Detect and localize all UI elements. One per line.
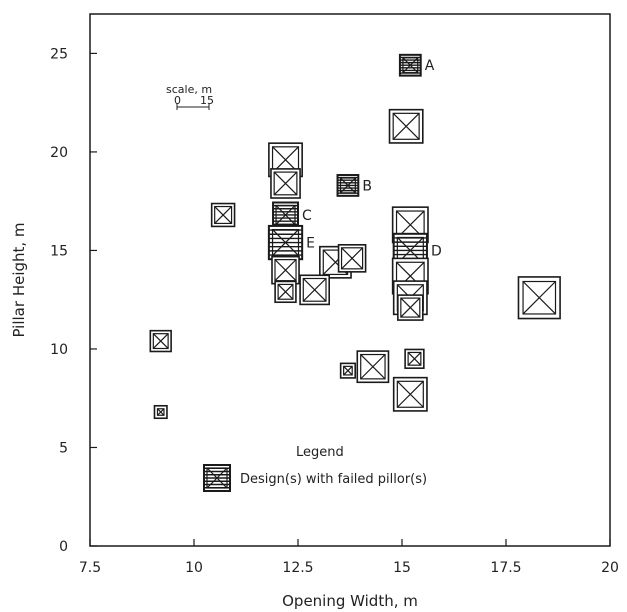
data-point	[397, 294, 424, 321]
legend-title: Legend	[296, 445, 344, 460]
data-point	[153, 404, 168, 420]
y-tick-label: 20	[50, 145, 68, 161]
data-point	[270, 168, 301, 199]
x-tick-label: 20	[601, 560, 619, 576]
x-tick-label: 10	[185, 560, 203, 576]
point-tag-label: B	[362, 178, 372, 194]
y-tick-label: 15	[50, 243, 68, 259]
scale-bar: scale, m 0 15	[166, 83, 214, 110]
scale-bar-tick-0: 0	[174, 94, 181, 107]
y-tick-label: 10	[50, 342, 68, 358]
data-point	[388, 108, 424, 144]
data-point	[517, 276, 561, 320]
data-point	[404, 348, 425, 369]
data-point	[271, 255, 300, 285]
data-point	[267, 224, 304, 261]
plot-frame	[89, 13, 611, 547]
data-point	[299, 274, 330, 306]
data-point	[272, 201, 300, 229]
data-point	[149, 329, 172, 353]
data-point	[339, 362, 357, 379]
scale-bar-tick-15: 15	[200, 94, 214, 107]
y-tick-label: 25	[50, 46, 68, 62]
point-tag-label: D	[431, 243, 442, 259]
axis-ticks: 7.5 10 12.5 15 17.5 20 0 5 10 15 20 25	[50, 46, 619, 576]
data-points	[149, 53, 561, 420]
legend: Legend Design(s) with failed pillor(s)	[203, 445, 427, 492]
y-tick-label: 0	[59, 539, 68, 555]
point-tag-label: A	[425, 58, 435, 74]
point-tag-label: C	[302, 208, 312, 224]
point-tags: A B CE D	[302, 58, 442, 259]
x-tick-label: 17.5	[490, 560, 521, 576]
scale-bar-label: scale, m	[166, 83, 212, 96]
legend-failed-pillar-swatch	[203, 464, 231, 492]
x-tick-label: 15	[393, 560, 411, 576]
legend-swatch-marker	[203, 464, 231, 492]
y-tick-label: 5	[59, 440, 68, 456]
data-point	[392, 376, 428, 412]
data-point	[210, 202, 236, 228]
data-point	[337, 244, 367, 273]
data-point	[274, 280, 297, 304]
y-axis-title: Pillar Height, m	[10, 222, 28, 337]
data-point	[356, 350, 390, 384]
data-point	[398, 53, 422, 77]
data-point	[336, 174, 360, 197]
legend-entry-label: Design(s) with failed pillor(s)	[240, 472, 427, 487]
x-axis-title: Opening Width, m	[282, 592, 418, 610]
x-tick-label: 12.5	[282, 560, 313, 576]
x-tick-label: 7.5	[79, 560, 101, 576]
point-tag-label: E	[306, 236, 315, 252]
